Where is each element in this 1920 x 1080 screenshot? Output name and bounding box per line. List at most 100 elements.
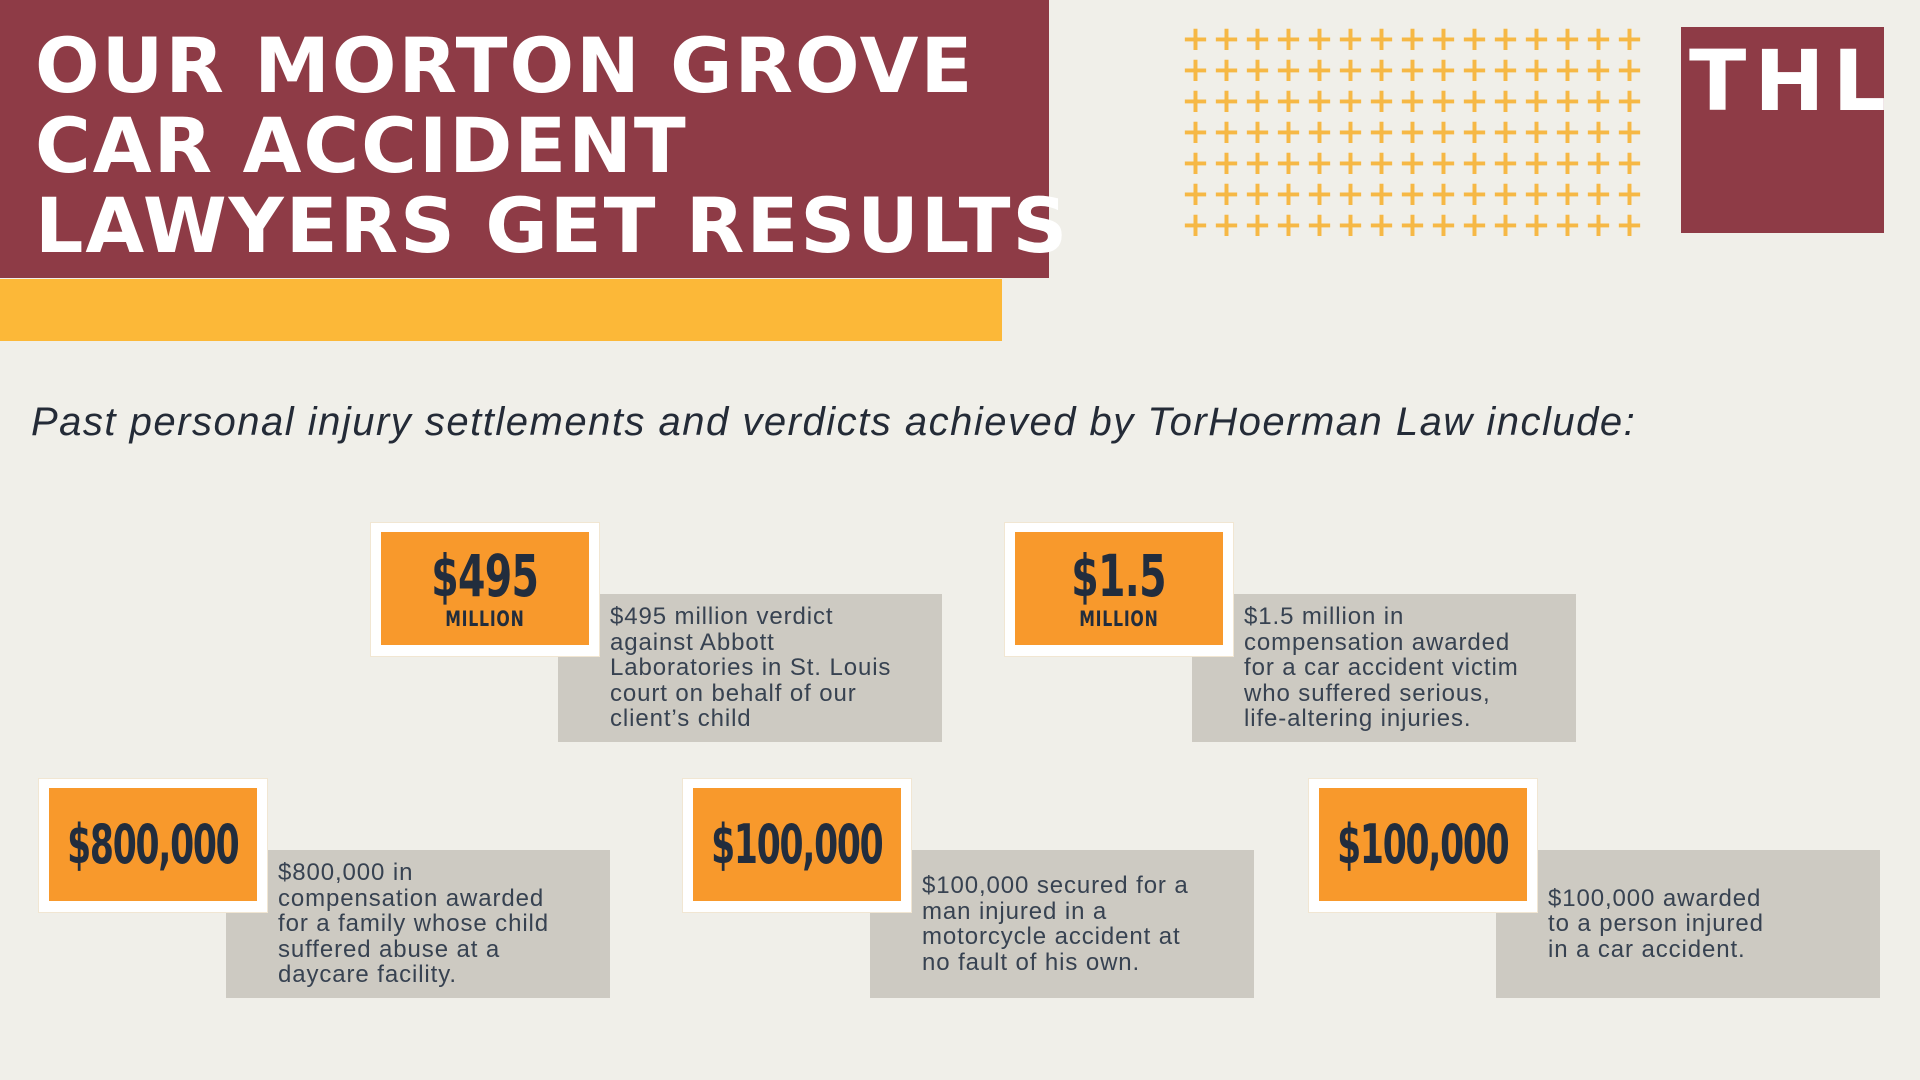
plus-icon: +	[1367, 80, 1396, 121]
card-description-box: $100,000 secured for a man injured in a …	[870, 850, 1254, 998]
card-amount-box: $800,000	[49, 788, 257, 901]
card-amount: $495	[431, 542, 539, 610]
plus-icon: +	[1429, 49, 1458, 90]
plus-icon: +	[1367, 49, 1396, 90]
plus-icon: +	[1336, 18, 1365, 59]
plus-icon: +	[1615, 173, 1644, 214]
plus-icon: +	[1584, 204, 1613, 245]
plus-icon: +	[1212, 18, 1241, 59]
card-description: $100,000 awarded to a person injured in …	[1548, 884, 1764, 963]
plus-icon: +	[1181, 142, 1210, 183]
plus-icon: +	[1429, 111, 1458, 152]
card-description: $495 million verdict against Abbott Labo…	[610, 603, 892, 733]
plus-icon: +	[1243, 142, 1272, 183]
plus-icon: +	[1460, 111, 1489, 152]
plus-icon: +	[1553, 111, 1582, 152]
plus-icon: +	[1615, 142, 1644, 183]
plus-icon: +	[1274, 142, 1303, 183]
card-description-box: $100,000 awarded to a person injured in …	[1496, 850, 1880, 998]
settlement-card-495-million: $495 million verdict against Abbott Labo…	[370, 522, 942, 742]
plus-icon: +	[1181, 173, 1210, 214]
plus-icon: +	[1398, 18, 1427, 59]
plus-icon: +	[1243, 80, 1272, 121]
plus-icon: +	[1181, 111, 1210, 152]
plus-icon: +	[1553, 204, 1582, 245]
plus-icon: +	[1305, 173, 1334, 214]
plus-icon: +	[1243, 173, 1272, 214]
plus-icon: +	[1553, 49, 1582, 90]
plus-icon: +	[1553, 173, 1582, 214]
plus-icon: +	[1584, 142, 1613, 183]
header-accent-bar	[0, 279, 1002, 341]
plus-icon: +	[1274, 80, 1303, 121]
plus-icon: +	[1367, 142, 1396, 183]
plus-icon: +	[1181, 49, 1210, 90]
plus-icon: +	[1522, 111, 1551, 152]
settlement-card-100k-motorcycle: $100,000 secured for a man injured in a …	[682, 778, 1254, 998]
card-description: $800,000 in compensation awarded for a f…	[278, 859, 550, 989]
plus-icon: +	[1460, 142, 1489, 183]
plus-icon: +	[1305, 204, 1334, 245]
thl-logo-text: THL	[1689, 32, 1895, 130]
page-title-line-2: CAR ACCIDENT	[35, 101, 688, 190]
plus-icon: +	[1398, 204, 1427, 245]
plus-icon: +	[1584, 80, 1613, 121]
plus-icon: +	[1274, 49, 1303, 90]
plus-icon: +	[1367, 18, 1396, 59]
card-amount: $100,000	[711, 812, 883, 876]
plus-icon: +	[1336, 204, 1365, 245]
plus-icon: +	[1212, 80, 1241, 121]
plus-icon: +	[1398, 142, 1427, 183]
plus-icon: +	[1181, 18, 1210, 59]
plus-icon: +	[1243, 111, 1272, 152]
plus-icon: +	[1584, 173, 1613, 214]
plus-icon: +	[1553, 142, 1582, 183]
plus-icon: +	[1460, 49, 1489, 90]
plus-icon: +	[1336, 142, 1365, 183]
plus-icon: +	[1491, 142, 1520, 183]
card-amount-unit: MILLION	[1079, 607, 1159, 631]
plus-icon: +	[1336, 80, 1365, 121]
plus-icon: +	[1460, 18, 1489, 59]
card-description-box: $1.5 million in compensation awarded for…	[1192, 594, 1576, 742]
plus-icon: +	[1584, 111, 1613, 152]
plus-icon: +	[1522, 80, 1551, 121]
plus-icon: +	[1274, 111, 1303, 152]
plus-icon: +	[1305, 49, 1334, 90]
card-amount-frame: $100,000	[1308, 778, 1538, 913]
plus-icon: +	[1243, 204, 1272, 245]
card-description: $1.5 million in compensation awarded for…	[1244, 603, 1519, 733]
card-amount-frame: $100,000	[682, 778, 912, 913]
plus-icon: +	[1460, 173, 1489, 214]
plus-icon: +	[1522, 18, 1551, 59]
plus-icon: +	[1491, 173, 1520, 214]
card-description-box: $495 million verdict against Abbott Labo…	[558, 594, 942, 742]
page-title-line-1: OUR MORTON GROVE	[35, 21, 975, 110]
card-description-box: $800,000 in compensation awarded for a f…	[226, 850, 610, 998]
card-description: $100,000 secured for a man injured in a …	[922, 872, 1189, 976]
plus-icon: +	[1615, 49, 1644, 90]
plus-icon: +	[1522, 204, 1551, 245]
intro-text: Past personal injury settlements and ver…	[31, 400, 1637, 444]
plus-icon: +	[1491, 204, 1520, 245]
plus-icon: +	[1305, 80, 1334, 121]
plus-icon: +	[1305, 111, 1334, 152]
plus-icon: +	[1212, 142, 1241, 183]
card-amount-box: $100,000	[1319, 788, 1527, 901]
plus-icon: +	[1398, 111, 1427, 152]
plus-icon: +	[1584, 49, 1613, 90]
plus-pattern: + + + + + + + + + + + + + + + + + + + + + + + + + + + + + + + + + + + + + + + +…	[1180, 18, 1645, 245]
plus-icon: +	[1243, 18, 1272, 59]
card-amount-frame: $495 MILLION	[370, 522, 600, 657]
plus-icon: +	[1522, 142, 1551, 183]
plus-icon: +	[1553, 18, 1582, 59]
plus-icon: +	[1336, 173, 1365, 214]
plus-icon: +	[1274, 204, 1303, 245]
thl-logo: THL	[1681, 27, 1886, 233]
settlement-card-1-5-million: $1.5 million in compensation awarded for…	[1004, 522, 1576, 742]
plus-icon: +	[1615, 111, 1644, 152]
plus-icon: +	[1398, 173, 1427, 214]
plus-icon: +	[1212, 173, 1241, 214]
plus-icon: +	[1336, 49, 1365, 90]
plus-icon: +	[1615, 204, 1644, 245]
